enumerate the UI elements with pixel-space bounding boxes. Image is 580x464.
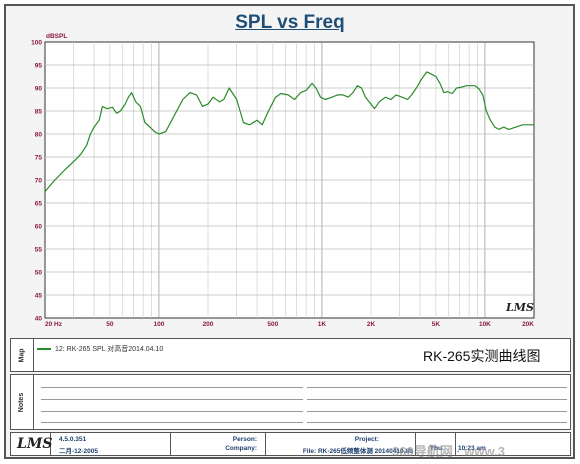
watermark: 360导航网 · www.3 [392,444,505,459]
x-tick-label: 10K [479,321,491,328]
footer-person-cell: Person: Company: [171,433,266,455]
time-text: 10:23 am [458,445,486,452]
notes-line [307,387,567,388]
notes-side-label: Notes [11,375,34,429]
spl-series-line [44,71,534,192]
footer-bar: LMS 4.5.0.351 二月-12-2005 Person: Company… [10,432,571,456]
y-tick-label: 40 [35,316,43,323]
y-tick-label: 95 [35,63,43,70]
chart-title: SPL vs Freq [235,12,345,33]
notes-line [41,411,303,412]
x-tick-label: 500 [267,321,278,328]
lms-logo: LMS [17,436,53,452]
y-tick-label: 60 [35,224,43,231]
footer-time-cell: 10:23 am [456,433,496,455]
x-tick-label: 100 [154,321,165,328]
x-tick-label: 2K [367,321,376,328]
person-label: Person: [232,436,257,443]
company-label: Company: [225,445,257,452]
y-tick-label: 75 [35,155,43,162]
notes-panel: Notes [10,374,571,430]
y-tick-label: 90 [35,86,43,93]
y-tick-label: 55 [35,247,43,254]
x-tick-label: 1K [318,321,327,328]
footer-project-cell: Project: File: RK-265低频整体测 20140410.lib [266,433,416,455]
notes-line [41,422,303,423]
notes-line [41,387,303,388]
x-tick-label: 200 [203,321,214,328]
legend-swatch [37,348,51,350]
map-side-label: Map [11,339,34,371]
y-tick-label: 45 [35,293,43,300]
notes-line [41,399,303,400]
map-panel: Map 12: RK-265 SPL 对高音2014.04.10 RK-265实… [10,338,571,372]
x-tick-label: 20K [522,321,534,328]
y-tick-label: 65 [35,201,43,208]
footer-version-cell: 4.5.0.351 二月-12-2005 [51,433,171,455]
y-tick-label: 70 [35,178,43,185]
x-tick-label: 20 Hz [45,321,63,328]
legend-entry: 12: RK-265 SPL 对高音2014.04.10 [55,346,164,353]
curve-annotation: RK-265实测曲线图 [423,348,541,364]
legend: 12: RK-265 SPL 对高音2014.04.10 [37,344,163,354]
notes-line [307,422,567,423]
x-tick-label: 5K [432,321,441,328]
footer-logo-cell: LMS [11,433,53,455]
y-tick-label: 80 [35,132,43,139]
y-axis-label: dBSPL [46,33,67,40]
date-text: Thu [430,445,442,452]
notes-line [307,411,567,412]
y-tick-label: 100 [31,40,42,47]
spl-chart: 40 45 50 55 60 65 70 75 80 85 90 95 100 dBSPL 20 Hz 50 1… [31,33,535,328]
project-label: Project: [354,436,379,443]
file-text: File: RK-265低频整体测 20140410.lib [302,448,413,455]
version-text: 4.5.0.351 [59,436,87,443]
x-tick-label: 50 [106,321,114,328]
plot-lms-logo: LMS [505,301,534,314]
footer-date-cell: Thu [416,433,456,455]
version-date: 二月-12-2005 [59,448,99,455]
notes-line [307,399,567,400]
y-tick-label: 50 [35,270,43,277]
y-tick-label: 85 [35,109,43,116]
